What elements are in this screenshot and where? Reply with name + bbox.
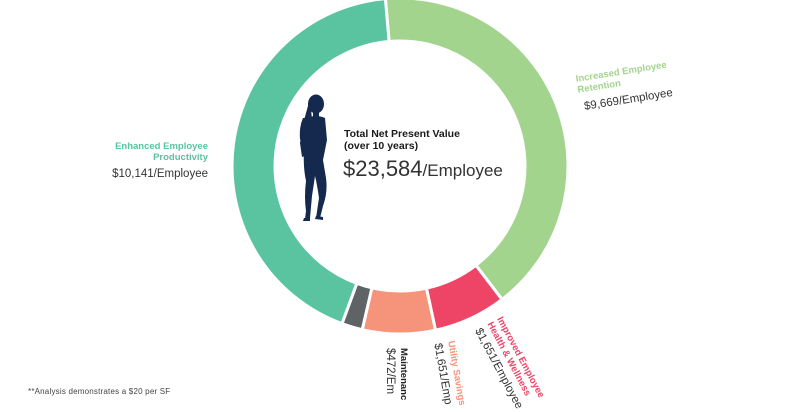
center-title: Total Net Present Value (over 10 years) xyxy=(344,128,460,152)
donut-slice-4 xyxy=(230,0,391,326)
label-productivity: Enhanced Employee Productivity $10,141/E… xyxy=(112,141,208,180)
center-value-unit: /Employee xyxy=(422,161,503,180)
donut-slice-0 xyxy=(383,0,570,302)
donut-chart: Total Net Present Value (over 10 years) … xyxy=(28,0,674,411)
label-productivity-line1: Enhanced Employee xyxy=(115,141,208,152)
woman-silhouette-icon xyxy=(299,94,327,221)
footnote: **Analysis demonstrates a $20 per SF xyxy=(28,387,171,396)
label-maintenance-value: $472/Em xyxy=(384,348,396,395)
center-value: $23,584/Employee xyxy=(343,156,503,182)
donut-svg xyxy=(230,0,570,336)
donut-slice-2 xyxy=(360,285,438,336)
label-maintenance: Maintenanc $472/Em xyxy=(384,348,409,400)
label-productivity-value: $10,141/Employee xyxy=(112,168,208,180)
label-maintenance-title: Maintenanc xyxy=(398,348,409,401)
center-value-number: $23,584 xyxy=(343,156,423,181)
label-productivity-line2: Productivity xyxy=(153,152,208,163)
